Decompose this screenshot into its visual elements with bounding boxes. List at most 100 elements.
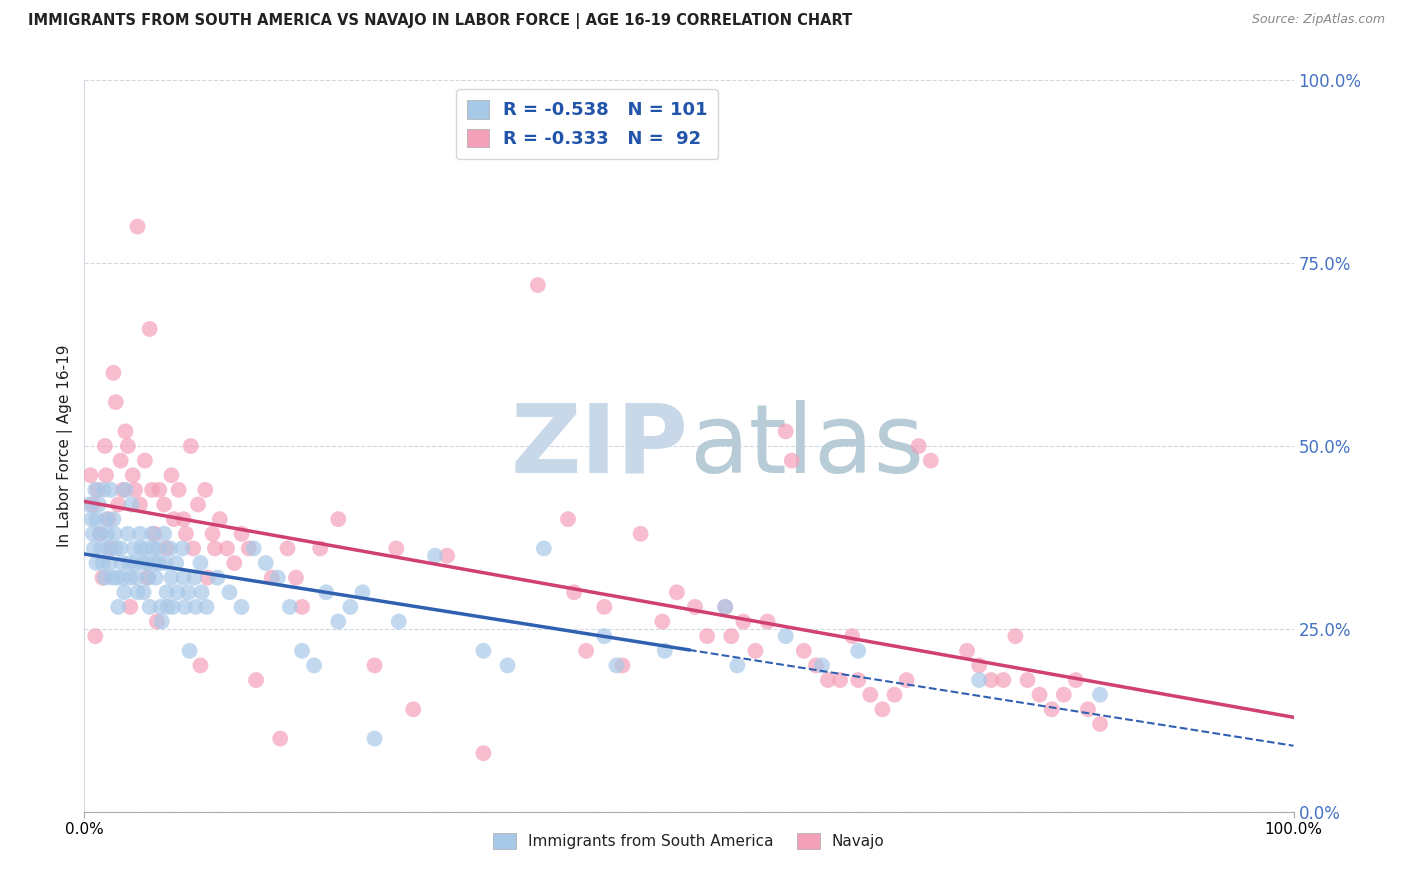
Point xyxy=(896,673,918,687)
Point xyxy=(129,541,152,556)
Point xyxy=(82,526,104,541)
Point xyxy=(100,483,122,497)
Point xyxy=(114,483,136,497)
Point xyxy=(120,571,142,585)
Point xyxy=(575,644,598,658)
Point xyxy=(97,541,120,556)
Point xyxy=(557,512,579,526)
Point xyxy=(309,541,332,556)
Point xyxy=(146,541,169,556)
Point xyxy=(114,425,136,439)
Point xyxy=(775,629,797,643)
Point xyxy=(696,629,718,643)
Point xyxy=(496,658,519,673)
Point xyxy=(77,498,100,512)
Point xyxy=(725,658,748,673)
Point xyxy=(527,278,550,293)
Point xyxy=(86,556,108,570)
Point xyxy=(207,571,229,585)
Point xyxy=(135,541,157,556)
Point xyxy=(174,526,197,541)
Point xyxy=(352,585,374,599)
Point xyxy=(302,658,325,673)
Point xyxy=(177,585,200,599)
Point xyxy=(385,541,408,556)
Point xyxy=(254,556,277,570)
Point xyxy=(112,585,135,599)
Point xyxy=(179,644,201,658)
Point xyxy=(665,585,688,599)
Point xyxy=(328,615,350,629)
Point xyxy=(110,453,132,467)
Point xyxy=(278,599,301,614)
Point xyxy=(593,599,616,614)
Point xyxy=(149,599,172,614)
Point xyxy=(143,556,166,570)
Point xyxy=(156,599,179,614)
Point xyxy=(80,512,103,526)
Point xyxy=(90,541,112,556)
Point xyxy=(276,541,298,556)
Point xyxy=(100,541,122,556)
Point xyxy=(630,526,652,541)
Point xyxy=(91,556,114,570)
Point xyxy=(104,395,127,409)
Point xyxy=(190,556,212,570)
Point xyxy=(96,526,118,541)
Point xyxy=(112,571,135,585)
Point xyxy=(780,453,803,467)
Point xyxy=(744,644,766,658)
Point xyxy=(204,541,226,556)
Point xyxy=(89,526,111,541)
Point xyxy=(804,658,827,673)
Point xyxy=(315,585,337,599)
Point xyxy=(793,644,815,658)
Point xyxy=(94,439,117,453)
Point xyxy=(1028,688,1050,702)
Point xyxy=(94,571,117,585)
Point xyxy=(94,468,117,483)
Point xyxy=(1088,717,1111,731)
Point xyxy=(593,629,616,643)
Point xyxy=(402,702,425,716)
Point xyxy=(218,585,240,599)
Point xyxy=(269,731,291,746)
Point xyxy=(208,512,231,526)
Point xyxy=(138,571,160,585)
Point xyxy=(132,585,155,599)
Point xyxy=(472,746,495,760)
Point xyxy=(104,541,127,556)
Point xyxy=(136,556,159,570)
Point xyxy=(242,541,264,556)
Point xyxy=(920,453,942,467)
Point xyxy=(101,571,124,585)
Point xyxy=(86,483,108,497)
Point xyxy=(129,526,152,541)
Point xyxy=(173,571,195,585)
Point xyxy=(846,673,869,687)
Point xyxy=(980,673,1002,687)
Point xyxy=(87,498,110,512)
Point xyxy=(148,483,170,497)
Point xyxy=(107,498,129,512)
Point xyxy=(138,599,160,614)
Point xyxy=(84,483,107,497)
Point xyxy=(148,556,170,570)
Point xyxy=(83,541,105,556)
Point xyxy=(145,571,167,585)
Point xyxy=(173,512,195,526)
Point xyxy=(121,498,143,512)
Point xyxy=(872,702,894,716)
Point xyxy=(714,599,737,614)
Point xyxy=(291,599,314,614)
Point xyxy=(184,599,207,614)
Legend: Immigrants from South America, Navajo: Immigrants from South America, Navajo xyxy=(486,827,891,855)
Point xyxy=(859,688,882,702)
Point xyxy=(131,556,153,570)
Point xyxy=(122,541,145,556)
Point xyxy=(118,556,141,570)
Point xyxy=(238,541,260,556)
Point xyxy=(714,599,737,614)
Point xyxy=(105,571,128,585)
Point xyxy=(811,658,834,673)
